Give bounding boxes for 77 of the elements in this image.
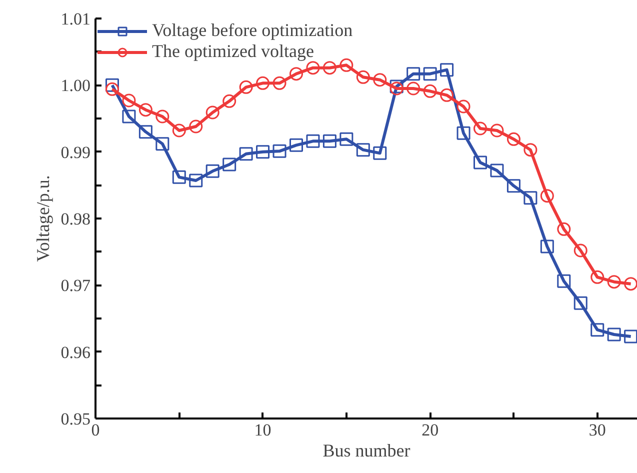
point (540, 189, 554, 203)
point (490, 124, 504, 138)
point (289, 138, 303, 152)
point (456, 126, 470, 140)
point (474, 122, 488, 136)
point (590, 270, 604, 284)
point (607, 328, 621, 342)
point (506, 179, 520, 193)
point (590, 323, 604, 337)
point (607, 275, 621, 289)
point (574, 296, 588, 310)
legend-label: The optimized voltage (152, 41, 314, 62)
y-tick-label: 0.96 (60, 342, 90, 362)
point (222, 94, 236, 108)
point (122, 110, 136, 124)
point (172, 124, 186, 138)
point (423, 67, 437, 81)
point (138, 103, 152, 117)
point (306, 61, 320, 75)
legend-label: Voltage before optimization (152, 20, 353, 41)
point (189, 174, 203, 188)
point (289, 67, 303, 81)
point (122, 94, 136, 108)
y-tick-label: 1.00 (60, 76, 90, 96)
y-tick-label: 0.99 (60, 142, 90, 162)
point (105, 82, 119, 96)
point (156, 137, 170, 151)
point (356, 70, 370, 84)
point (206, 164, 220, 178)
x-tick-label: 20 (422, 420, 439, 440)
point (440, 63, 454, 77)
point (574, 244, 588, 258)
point (156, 110, 170, 124)
point (340, 58, 354, 72)
point (322, 61, 336, 75)
point (423, 84, 437, 98)
x-axis-title: Bus number (322, 440, 410, 460)
point (105, 78, 119, 92)
point (557, 222, 571, 236)
point (256, 76, 270, 90)
point (373, 146, 387, 160)
y-tick-label: 1.01 (60, 10, 90, 28)
point (138, 125, 152, 139)
point (256, 145, 270, 159)
point (624, 277, 637, 291)
y-axis-title: Voltage/p.u. (32, 175, 53, 262)
y-tick-label: 0.97 (60, 276, 91, 296)
point (524, 143, 538, 157)
x-tick-label: 30 (588, 420, 606, 440)
point (322, 134, 336, 148)
point (490, 164, 504, 178)
point (557, 274, 571, 288)
point (624, 330, 637, 344)
x-tick-label: 10 (254, 420, 272, 440)
point (222, 158, 236, 172)
point (189, 120, 203, 134)
point (540, 240, 554, 254)
point (239, 80, 253, 94)
point (206, 106, 220, 120)
point (272, 76, 286, 90)
point (272, 144, 286, 158)
y-tick-label: 0.98 (60, 210, 90, 228)
point (356, 143, 370, 157)
point (306, 134, 320, 148)
point (524, 191, 538, 205)
point (474, 156, 488, 170)
point (406, 67, 420, 81)
point (340, 132, 354, 146)
point (172, 170, 186, 184)
y-tick-label: 0.95 (60, 410, 90, 428)
point (406, 82, 420, 96)
point (456, 100, 470, 114)
point (373, 73, 387, 87)
point (440, 88, 454, 102)
point (506, 132, 520, 146)
point (239, 147, 253, 161)
x-tick-label: 0 (91, 420, 100, 440)
